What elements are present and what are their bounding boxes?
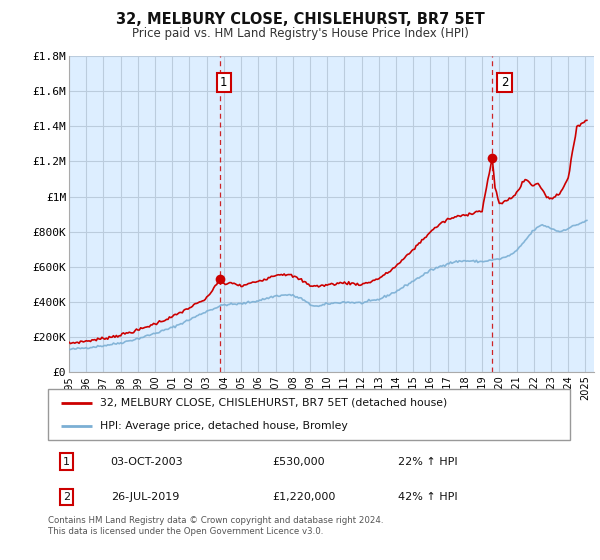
Text: 03-OCT-2003: 03-OCT-2003: [110, 456, 183, 466]
Text: HPI: Average price, detached house, Bromley: HPI: Average price, detached house, Brom…: [100, 421, 348, 431]
Text: £1,220,000: £1,220,000: [272, 492, 336, 502]
Text: 42% ↑ HPI: 42% ↑ HPI: [398, 492, 457, 502]
Text: 32, MELBURY CLOSE, CHISLEHURST, BR7 5ET (detached house): 32, MELBURY CLOSE, CHISLEHURST, BR7 5ET …: [100, 398, 448, 408]
Text: 2: 2: [63, 492, 70, 502]
Text: 26-JUL-2019: 26-JUL-2019: [110, 492, 179, 502]
Text: 1: 1: [220, 76, 227, 89]
Text: £530,000: £530,000: [272, 456, 325, 466]
Text: 22% ↑ HPI: 22% ↑ HPI: [398, 456, 457, 466]
Text: 2: 2: [501, 76, 508, 89]
Text: Contains HM Land Registry data © Crown copyright and database right 2024.
This d: Contains HM Land Registry data © Crown c…: [48, 516, 383, 536]
Text: 32, MELBURY CLOSE, CHISLEHURST, BR7 5ET: 32, MELBURY CLOSE, CHISLEHURST, BR7 5ET: [116, 12, 484, 27]
Text: 1: 1: [63, 456, 70, 466]
Text: Price paid vs. HM Land Registry's House Price Index (HPI): Price paid vs. HM Land Registry's House …: [131, 27, 469, 40]
